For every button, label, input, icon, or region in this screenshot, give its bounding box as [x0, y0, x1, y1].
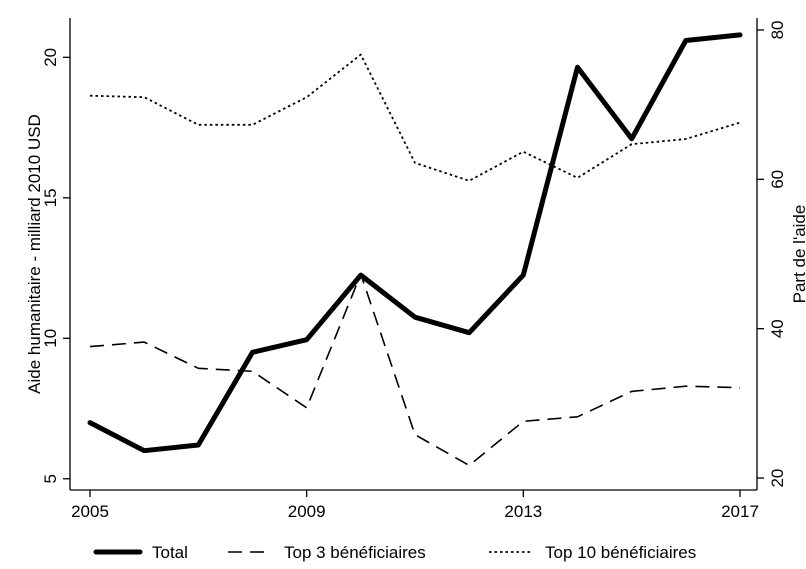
x-tick-label: 2009: [288, 502, 326, 521]
x-tick-label: 2013: [504, 502, 542, 521]
axes: 2005 2009 2013 2017 5 10 15 20 20 40 60 80 Aide huma…: [25, 18, 806, 521]
y-left-tick-label: 15: [41, 188, 60, 207]
legend-label: Top 10 bénéficiaires: [545, 543, 696, 562]
y-right-tick-label: 60: [768, 170, 787, 189]
legend-label: Top 3 bénéficiaires: [284, 543, 426, 562]
y-left-tick-label: 20: [41, 48, 60, 67]
y-right-tick-label: 20: [768, 469, 787, 488]
x-tick-label: 2005: [71, 502, 109, 521]
y-left-tick-label: 5: [41, 474, 60, 483]
series-line-dashed: [89, 273, 741, 467]
series-group: [87, 32, 743, 467]
legend: Total Top 3 bénéficiaires Top 10 bénéficia…: [93, 543, 696, 562]
legend-label: Total: [152, 543, 188, 562]
x-tick-label: 2017: [721, 502, 759, 521]
series-line-dotted: [89, 53, 741, 182]
y-right-tick-label: 40: [768, 319, 787, 338]
y-left-tick-label: 10: [41, 329, 60, 348]
series-line-solid-thick: [87, 32, 743, 454]
y-left-axis-title: Aide humanitaire - milliard 2010 USD: [25, 114, 44, 394]
y-right-tick-label: 80: [768, 20, 787, 39]
y-right-axis-title: Part de l'aide: [790, 205, 806, 304]
